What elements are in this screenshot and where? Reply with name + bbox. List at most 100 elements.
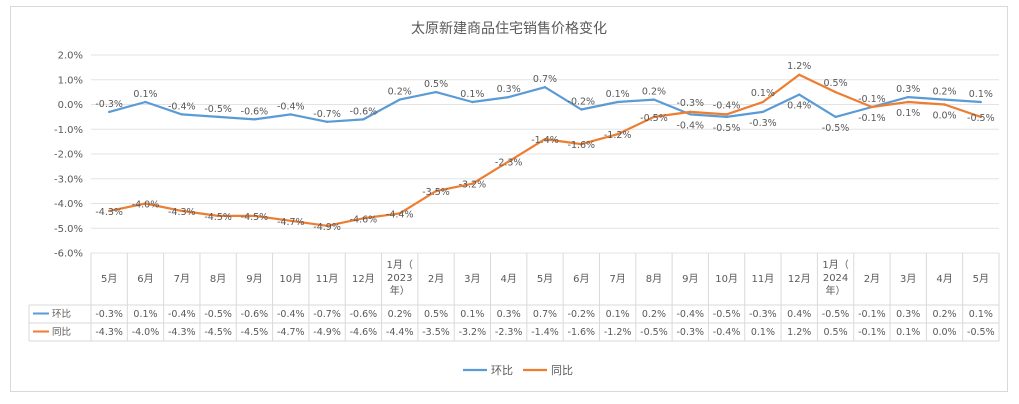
data-point bbox=[144, 100, 147, 104]
table-cell: 0.0% bbox=[932, 327, 956, 338]
table-cell: -4.9% bbox=[313, 327, 341, 338]
data-label-tongbi: -0.3% bbox=[676, 98, 704, 109]
data-label-huanbi: 0.1% bbox=[606, 89, 630, 100]
data-label-huanbi: -0.5% bbox=[204, 104, 232, 115]
data-label-huanbi: -0.5% bbox=[822, 123, 850, 134]
x-category-label: 3月 bbox=[900, 273, 916, 285]
table-cell: -4.6% bbox=[350, 327, 378, 338]
table-cell: -4.7% bbox=[277, 327, 305, 338]
data-label-tongbi: -0.1% bbox=[858, 113, 886, 124]
data-label-tongbi: -0.5% bbox=[640, 113, 668, 124]
data-label-huanbi: -0.6% bbox=[350, 106, 378, 117]
data-point bbox=[434, 189, 438, 193]
data-point bbox=[289, 113, 292, 116]
data-point bbox=[616, 100, 619, 104]
line-chart: 太原新建商品住宅销售价格变化 2.0% 1.0% 0.0% -1.0% -2.0% -3.… bbox=[28, 21, 1000, 377]
data-point bbox=[289, 219, 292, 223]
data-point bbox=[616, 133, 619, 136]
data-point bbox=[144, 202, 147, 205]
table-cell: 0.1% bbox=[133, 309, 157, 320]
table-series-name: 环比 bbox=[52, 308, 71, 320]
x-category-label: 3月 bbox=[464, 273, 480, 285]
data-label-huanbi: -0.5% bbox=[713, 123, 741, 134]
table-cell: -1.4% bbox=[531, 327, 559, 338]
data-point bbox=[180, 209, 183, 213]
table-cell: -4.4% bbox=[386, 327, 414, 338]
data-point bbox=[543, 137, 547, 141]
data-label-tongbi: -4.3% bbox=[168, 207, 196, 218]
y-tick-label: 2.0% bbox=[58, 51, 83, 62]
table-cell: 0.2% bbox=[388, 309, 412, 320]
x-category-label: 12月 bbox=[352, 273, 375, 285]
data-label-tongbi: -3.5% bbox=[422, 187, 450, 198]
data-label-tongbi: 0.0% bbox=[932, 111, 956, 122]
data-label-tongbi: -0.4% bbox=[713, 100, 741, 111]
y-tick-label: -4.0% bbox=[54, 199, 83, 210]
x-category-label: 年） bbox=[826, 284, 846, 297]
x-category-label: 5月 bbox=[973, 273, 989, 285]
table-cell: -0.1% bbox=[858, 327, 886, 338]
table-cell: 1.2% bbox=[787, 327, 811, 338]
table-cell: -0.5% bbox=[713, 309, 741, 320]
data-label-huanbi: 0.1% bbox=[969, 89, 993, 100]
data-point bbox=[943, 98, 946, 101]
table-cell: -1.2% bbox=[604, 327, 632, 338]
data-point bbox=[253, 214, 256, 218]
table-cell: -0.1% bbox=[858, 309, 886, 320]
table-cell: -0.3% bbox=[95, 309, 123, 320]
y-tick-label: -3.0% bbox=[54, 174, 83, 185]
data-label-tongbi: -4.5% bbox=[241, 212, 269, 223]
data-label-tongbi: 0.1% bbox=[751, 88, 775, 99]
data-label-tongbi: -4.0% bbox=[132, 200, 160, 211]
data-point bbox=[798, 73, 801, 77]
data-point bbox=[107, 209, 111, 213]
data-label-huanbi: 0.2% bbox=[932, 87, 956, 98]
data-point bbox=[907, 100, 910, 104]
table-cell: 0.1% bbox=[460, 309, 484, 320]
y-tick-label: 0.0% bbox=[58, 100, 83, 111]
data-point bbox=[398, 98, 401, 101]
x-category-label: 1月（ bbox=[822, 259, 848, 271]
data-point bbox=[107, 110, 111, 114]
data-point bbox=[325, 120, 329, 124]
table-cell: 0.1% bbox=[751, 327, 775, 338]
data-point bbox=[907, 95, 910, 99]
data-label-tongbi: 0.5% bbox=[823, 78, 847, 89]
table-cell: -4.0% bbox=[132, 327, 160, 338]
x-category-label: 4月 bbox=[500, 273, 516, 285]
table-cell: -0.6% bbox=[241, 309, 269, 320]
legend-label: 环比 bbox=[491, 364, 513, 377]
data-label-huanbi: 0.4% bbox=[787, 101, 811, 112]
data-point bbox=[362, 118, 365, 121]
data-point bbox=[362, 217, 365, 220]
data-label-huanbi: -0.2% bbox=[568, 96, 596, 107]
table-series-name: 同比 bbox=[52, 326, 71, 338]
chart-title: 太原新建商品住宅销售价格变化 bbox=[411, 21, 607, 37]
table-cell: -0.2% bbox=[568, 309, 596, 320]
data-point bbox=[652, 98, 656, 101]
data-point bbox=[798, 93, 801, 96]
data-point bbox=[471, 100, 474, 104]
x-category-label: 4月 bbox=[936, 273, 952, 285]
data-label-tongbi: -1.2% bbox=[604, 130, 632, 141]
table-cell: 0.1% bbox=[969, 309, 993, 320]
data-label-tongbi: -3.2% bbox=[459, 180, 487, 191]
data-point bbox=[943, 103, 946, 106]
y-tick-label: -5.0% bbox=[54, 224, 83, 235]
table-cell: -1.6% bbox=[568, 327, 596, 338]
data-point bbox=[580, 108, 583, 111]
chart-frame: 太原新建商品住宅销售价格变化 2.0% 1.0% 0.0% -1.0% -2.0% -3.… bbox=[10, 6, 1008, 392]
data-point bbox=[725, 113, 728, 116]
table-cell: 0.4% bbox=[787, 309, 811, 320]
table-cell: 0.3% bbox=[896, 309, 920, 320]
x-category-label: 7月 bbox=[174, 273, 190, 285]
table-cell: -0.5% bbox=[822, 309, 850, 320]
data-point bbox=[834, 115, 837, 119]
data-label-huanbi: -0.3% bbox=[95, 99, 123, 110]
table-cell: -0.5% bbox=[967, 327, 995, 338]
table-cell: -0.5% bbox=[204, 309, 232, 320]
table-cell: -0.6% bbox=[350, 309, 378, 320]
x-category-label: 5月 bbox=[537, 273, 553, 285]
data-point bbox=[507, 95, 510, 99]
table-cell: -0.7% bbox=[313, 309, 341, 320]
